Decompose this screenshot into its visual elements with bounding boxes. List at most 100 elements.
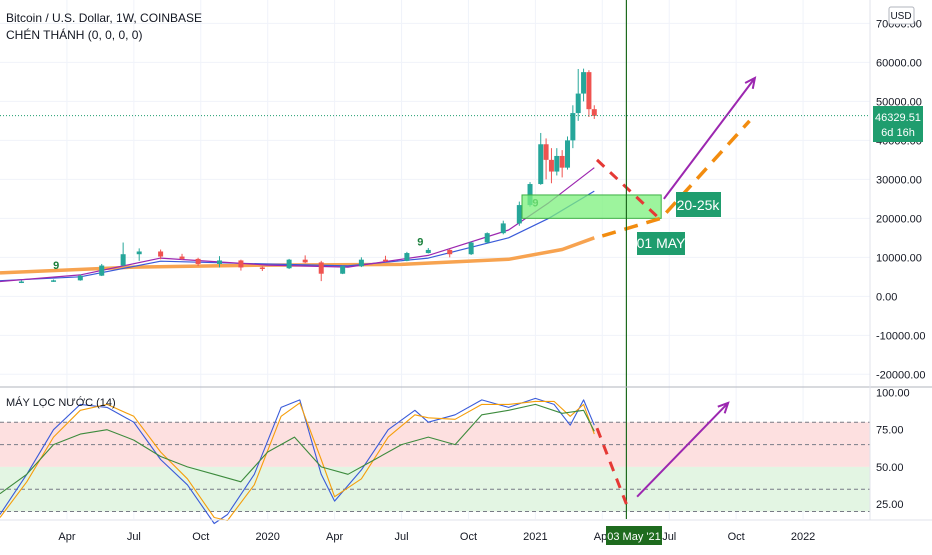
candle	[340, 265, 346, 275]
price-tick-label: 30000.00	[876, 174, 922, 186]
time-tick-label: 2020	[255, 531, 279, 543]
target-date-label: 01 MAY	[637, 235, 686, 251]
cursor-date-label: 03 May '21	[607, 531, 660, 543]
candle	[447, 249, 453, 258]
candle	[581, 68, 587, 102]
time-tick-label: Oct	[460, 531, 477, 543]
candle-body	[99, 265, 105, 276]
oscillator-tick-label: 75.00	[876, 425, 904, 437]
candle	[516, 201, 522, 226]
price-tick-label: 60000.00	[876, 57, 922, 69]
time-tick-label: Oct	[728, 531, 745, 543]
candle	[195, 257, 201, 266]
candle	[559, 150, 565, 178]
candle-body	[468, 242, 474, 255]
candle	[404, 251, 410, 262]
candle	[575, 69, 581, 121]
candle	[217, 256, 223, 268]
candle-body	[51, 280, 57, 282]
sequential-marker: 9	[53, 260, 59, 272]
currency-label: USD	[890, 11, 911, 22]
last-price-tag[interactable]: 46329.51 6d 16h	[873, 106, 923, 142]
candle	[179, 253, 185, 261]
candle	[570, 105, 576, 149]
candle	[158, 249, 164, 260]
zone-label-tag: 20-25k	[676, 192, 721, 217]
countdown-value: 6d 16h	[881, 127, 915, 139]
currency-button[interactable]: USD	[888, 6, 915, 25]
candle-body	[586, 72, 592, 110]
price-tick-label: -20000.00	[876, 369, 926, 381]
time-axis[interactable]: Apr Jul Oct 2020 Apr Jul Oct 2021 Apr Jul Oct 2022	[58, 531, 815, 543]
candle-body	[120, 254, 126, 266]
moving-average-line	[0, 236, 595, 275]
candle	[358, 257, 364, 268]
candle-body	[217, 260, 223, 264]
candle-body	[238, 260, 244, 268]
candle	[468, 241, 474, 255]
oscillator-bands	[0, 422, 870, 512]
last-price-value: 46329.51	[875, 112, 921, 124]
candle-body	[484, 233, 490, 243]
axis-tags: 20-25k 01 MAY 46329.51 6d 16h 03 May '21…	[606, 6, 923, 545]
candle-body	[570, 113, 576, 141]
candle	[18, 280, 24, 284]
oscillator-title[interactable]: MÁY LỌC NƯỚC (14)	[6, 397, 116, 409]
candle	[548, 148, 554, 184]
oscillator-series	[0, 397, 595, 525]
trend-arrow	[636, 402, 729, 498]
time-tick-label: 2022	[791, 531, 815, 543]
sequential-marker: 9	[417, 237, 423, 249]
oscillator-line	[0, 403, 595, 495]
candle	[565, 136, 571, 170]
oscillator-line	[0, 400, 595, 522]
trend-arrow	[663, 77, 756, 200]
time-tick-label: Jul	[395, 531, 409, 543]
oscillator-tick-label: 25.00	[876, 499, 904, 511]
candle-body	[565, 140, 571, 168]
oscillator-grid	[0, 421, 870, 513]
oscillator-line	[0, 397, 595, 525]
oscillator-tick-label: 50.00	[876, 462, 904, 474]
candle-body	[77, 275, 83, 281]
drawings: 999	[0, 0, 870, 519]
moving-average-line	[0, 190, 595, 282]
candle	[484, 232, 490, 244]
time-tick-label: Jul	[662, 531, 676, 543]
time-tick-label: Apr	[58, 531, 75, 543]
candle-body	[318, 262, 324, 274]
candle-body	[358, 259, 364, 267]
candle-body	[382, 259, 388, 262]
candle-body	[575, 93, 581, 114]
symbol-title[interactable]: Bitcoin / U.S. Dollar, 1W, COINBASE	[6, 11, 203, 25]
candle-body	[554, 155, 560, 172]
candle-body	[581, 72, 587, 94]
candle	[238, 259, 244, 271]
candle	[120, 242, 126, 267]
candle-body	[404, 253, 410, 261]
price-tick-label: 0.00	[876, 291, 897, 303]
price-tick-label: 20000.00	[876, 213, 922, 225]
candle	[286, 258, 292, 270]
candle	[500, 220, 506, 235]
candle-body	[302, 259, 308, 263]
price-tick-label: -10000.00	[876, 330, 926, 342]
candle-body	[179, 256, 185, 259]
candle	[51, 279, 57, 282]
candle	[538, 132, 544, 185]
candle-body	[18, 281, 24, 284]
candle-body	[158, 251, 164, 257]
candle-body	[538, 144, 544, 185]
time-tick-label: Oct	[192, 531, 209, 543]
candle-body	[340, 266, 346, 274]
price-tick-label: 50000.00	[876, 96, 922, 108]
time-tick-label: Jul	[127, 531, 141, 543]
candle	[77, 274, 83, 281]
candle	[259, 266, 265, 271]
oscillator-tick-label: 100.00	[876, 387, 910, 399]
indicator-label[interactable]: CHÉN THÁNH (0, 0, 0, 0)	[6, 28, 143, 42]
candle	[586, 70, 592, 117]
arrow-head	[744, 76, 757, 89]
